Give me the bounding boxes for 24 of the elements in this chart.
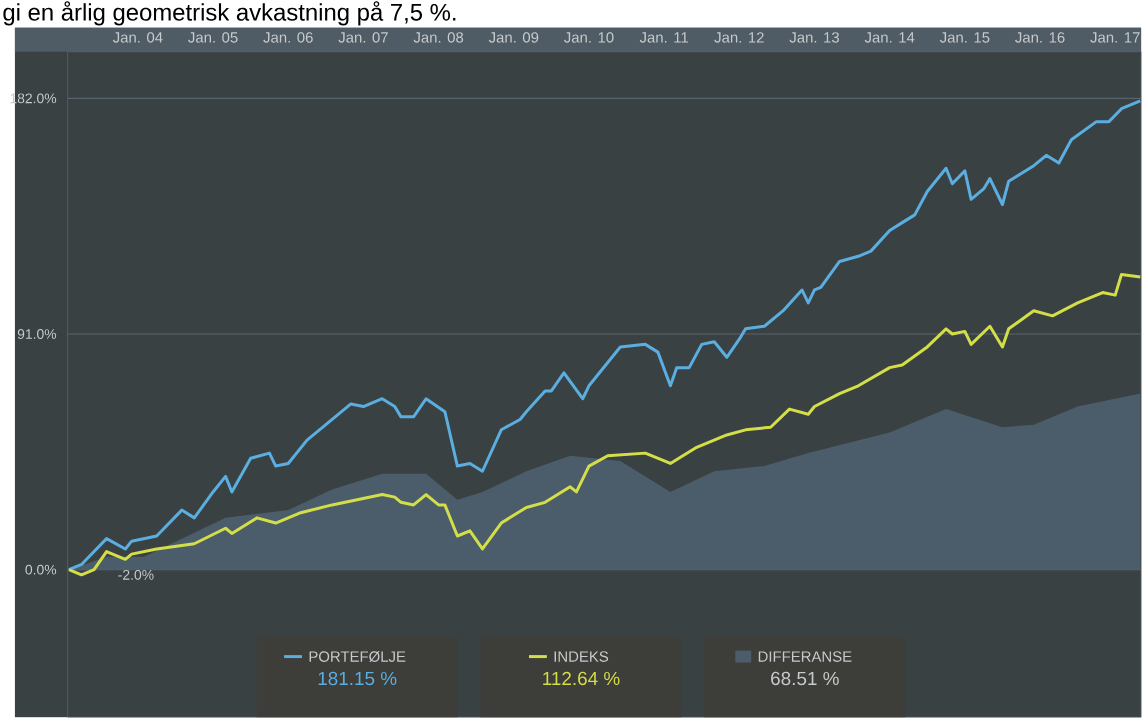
x-tick-label: Jan. 10 [564,32,614,43]
annotation: 181.15 % [318,671,397,686]
x-tick-label: Jan. 17 [1090,32,1140,43]
chart-title: gi en årlig geometrisk avkastning på 7,5 %. [3,1,456,26]
annotation: 68.51 % [771,671,839,686]
annotation: -2.0% [118,570,154,580]
legend-label: DIFFERANSE [758,651,852,663]
x-tick-label: Jan. 04 [112,32,163,43]
y-tick-label: 0.0% [25,564,57,575]
x-tick-label: Jan. 07 [338,32,388,43]
x-tick-label: Jan. 14 [864,32,915,43]
y-tick-label: 91.0% [17,329,57,340]
legend-label: INDEKS [554,651,609,663]
x-tick-label: Jan. 16 [1015,32,1065,43]
x-tick-label: Jan. 06 [263,32,313,43]
x-tick-label: Jan. 08 [413,32,464,43]
x-tick-label: Jan. 12 [714,32,764,43]
x-tick-label: Jan. 13 [789,32,839,43]
x-tick-label: Jan. 11 [639,32,689,43]
x-tick-label: Jan. 09 [488,32,539,43]
x-tick-label: Jan. 05 [188,32,238,43]
x-tick-label: Jan. 15 [939,32,990,43]
annotation: 112.64 % [543,671,620,686]
legend-label: PORTEFØLJE [309,651,406,663]
